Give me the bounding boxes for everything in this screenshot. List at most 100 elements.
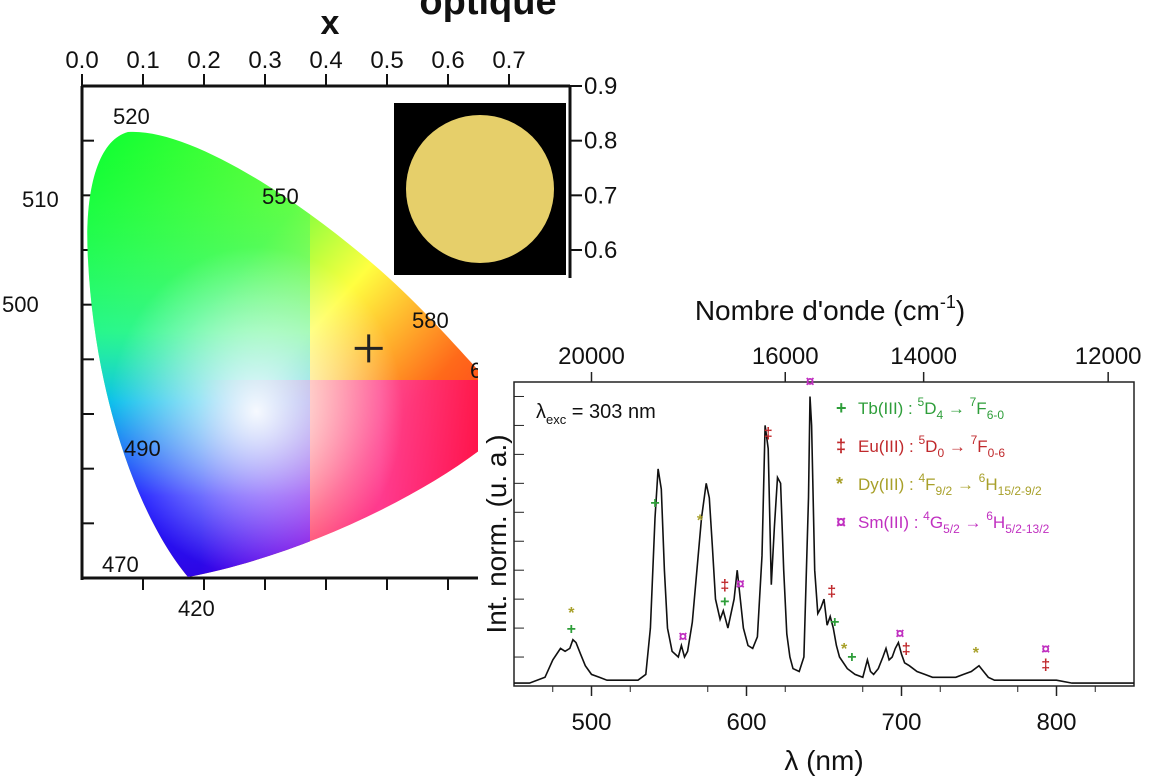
legend-entry-part: 6 <box>986 509 993 523</box>
spectrum-x-tick-label: 700 <box>881 709 921 736</box>
cie-wl-500: 500 <box>2 292 39 317</box>
spectrum-plot-frame <box>513 381 1135 687</box>
peak-marker: + <box>650 495 659 512</box>
legend-entry-part: 7 <box>970 395 977 409</box>
cie-top-axis: 0.0 0.1 0.2 0.3 0.4 0.5 0.6 0.7 <box>65 47 526 86</box>
peak-marker: ‡ <box>827 583 836 600</box>
cie-y-tick-label: 0.7 <box>584 182 617 209</box>
spectrum-x-tick-label: 500 <box>571 709 611 736</box>
legend-symbol: ‡ <box>836 436 846 456</box>
cie-wl-470: 470 <box>102 552 139 577</box>
legend-entry-part: → <box>944 437 970 456</box>
legend-entry-part: Sm(III) : <box>858 513 923 532</box>
header-title-fragment: optique <box>419 0 556 23</box>
peak-marker: * <box>973 645 980 662</box>
legend-entry-part: → <box>943 399 969 418</box>
peak-marker: ¤ <box>806 373 815 390</box>
legend-entry-part: 5 <box>918 395 925 409</box>
cie-x-axis-title: x <box>321 4 340 42</box>
cie-x-tick-label: 0.7 <box>492 47 525 74</box>
spectrum-peak-markers: + + + + + ‡ ‡ ‡ ‡ ‡ * * * * ¤ ¤ ¤ ¤ ¤ <box>567 373 1051 674</box>
cie-right-axis: 0.6 0.7 0.8 0.9 <box>570 73 617 264</box>
peak-marker: * <box>568 605 575 622</box>
legend-entry-part: F <box>925 475 935 494</box>
cie-wl-510: 510 <box>22 187 59 212</box>
legend-entry-part: Eu(III) : <box>858 437 918 456</box>
cie-x-tick-label: 0.6 <box>431 47 464 74</box>
peak-marker: ‡ <box>720 578 729 595</box>
legend-entry: Dy(III) : 4F9/2 → 6H15/2-9/2 <box>858 471 1042 498</box>
legend-entry-part: 4 <box>936 408 943 422</box>
legend-symbol: ¤ <box>836 512 846 532</box>
legend-entry-part: 4 <box>923 509 930 523</box>
spectrum-series-line <box>514 396 1134 684</box>
cie-x-tick-label: 0.4 <box>309 47 342 74</box>
legend-entry-part: → <box>952 475 978 494</box>
legend-entry-part: F <box>977 437 987 456</box>
peak-marker: + <box>567 621 576 638</box>
spectrum-x-tick-label: 800 <box>1036 709 1076 736</box>
legend-entry-part: H <box>985 475 997 494</box>
cie-x-tick-label: 0.3 <box>248 47 281 74</box>
peak-marker: ¤ <box>736 576 745 593</box>
spectrum-top-axis-title: Nombre d'onde (cm-1) <box>695 292 965 326</box>
cie-x-tick-label: 0.5 <box>370 47 403 74</box>
peak-marker: ¤ <box>1041 641 1050 658</box>
legend-entry-part: 9/2 <box>936 484 953 498</box>
excitation-wavelength-annotation: λexc = 303 nm <box>536 401 656 427</box>
peak-marker: * <box>841 641 848 658</box>
top-axis-title-close: ) <box>956 295 965 326</box>
spectrum-top-tick-label: 12000 <box>1075 343 1142 370</box>
legend-entry-part: Dy(III) : <box>858 475 918 494</box>
legend-entry: Sm(III) : 4G5/2 → 6H5/2-13/2 <box>858 509 1050 536</box>
legend-entry-part: G <box>930 513 943 532</box>
legend-entry-part: 6-0 <box>987 408 1005 422</box>
legend-entry-part: F <box>976 399 986 418</box>
peak-marker: * <box>697 512 704 529</box>
legend-entry-part: → <box>960 513 986 532</box>
spectrum-top-tick-label: 14000 <box>890 343 957 370</box>
cie-wl-550: 550 <box>262 184 299 209</box>
annotation-subscript: exc <box>546 412 567 427</box>
top-axis-title-exponent: -1 <box>940 292 956 312</box>
peak-marker: ‡ <box>764 426 773 443</box>
cie-wl-490: 490 <box>124 436 161 461</box>
legend-entry-part: 7 <box>971 433 978 447</box>
annotation-value: = 303 nm <box>566 401 656 423</box>
cie-x-tick-label: 0.2 <box>187 47 220 74</box>
annotation-lambda: λ <box>536 401 546 423</box>
spectrum-legend: + Tb(III) : 5D4 → 7F6-0‡ Eu(III) : 5D0 → 7… <box>836 395 1050 536</box>
cie-y-tick-label: 0.6 <box>584 237 617 264</box>
spectrum-y-axis-title: Int. norm. (u. a.) <box>481 434 512 633</box>
legend-entry-part: D <box>925 437 937 456</box>
legend-entry-part: 5/2-13/2 <box>1005 522 1049 536</box>
legend-entry-part: 4 <box>918 471 925 485</box>
legend-entry-part: H <box>993 513 1005 532</box>
spectrum-bottom-axis: 500 600 700 800 <box>552 686 1096 736</box>
cie-y-tick-label: 0.9 <box>584 73 617 100</box>
cie-wl-580: 580 <box>412 308 449 333</box>
peak-marker: + <box>830 614 839 631</box>
peak-marker: ‡ <box>1041 657 1050 674</box>
legend-symbol: + <box>836 398 847 418</box>
spectrum-top-tick-label: 20000 <box>558 343 625 370</box>
peak-marker: ‡ <box>902 641 911 658</box>
cie-bottom-ticks <box>142 578 449 590</box>
spectrum-x-tick-label: 600 <box>726 709 766 736</box>
legend-entry-part: 0 <box>937 446 944 460</box>
legend-entry-part: Tb(III) : <box>858 399 918 418</box>
legend-symbol: * <box>836 474 843 494</box>
legend-entry: Eu(III) : 5D0 → 7F0-6 <box>858 433 1005 460</box>
legend-entry-part: 5 <box>918 433 925 447</box>
cie-wl-420: 420 <box>178 596 215 621</box>
cie-color-point-marker <box>354 334 383 363</box>
spectrum-x-axis-title: λ (nm) <box>784 745 863 776</box>
legend-entry-part: D <box>924 399 936 418</box>
cie-x-tick-label: 0.1 <box>126 47 159 74</box>
legend-entry: Tb(III) : 5D4 → 7F6-0 <box>858 395 1004 422</box>
legend-entry-part: 6 <box>979 471 986 485</box>
spectrum-left-ticks <box>514 395 524 687</box>
peak-marker: + <box>847 649 856 666</box>
peak-marker: ¤ <box>678 628 687 645</box>
